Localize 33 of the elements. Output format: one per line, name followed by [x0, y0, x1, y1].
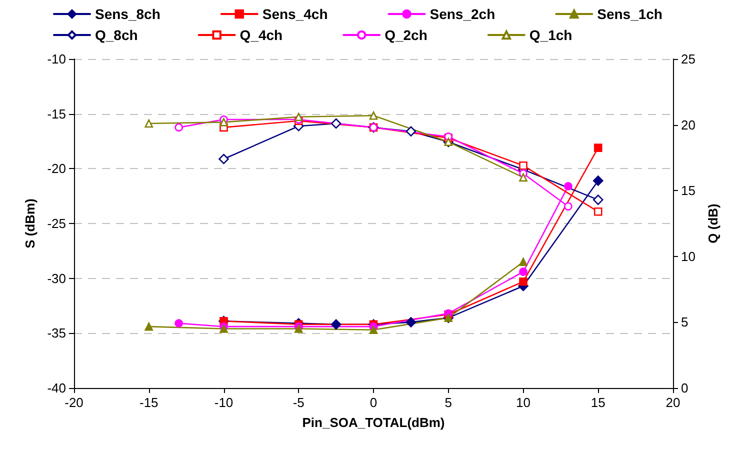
y2-tick-label: 5: [681, 314, 688, 330]
y-tick-label: -30: [47, 270, 66, 286]
x-tick-label: -15: [139, 395, 158, 410]
x-tick-label: 15: [590, 395, 606, 410]
x-axis-title: Pin_SOA_TOTAL(dBm): [302, 415, 445, 430]
legend-label: Sens_2ch: [430, 6, 496, 22]
legend-label: Q_1ch: [529, 27, 572, 43]
y-tick-label: -15: [47, 106, 66, 122]
y-tick-label: -20: [47, 161, 66, 176]
y-tick-label: -25: [47, 216, 66, 231]
x-tick-label: 10: [516, 395, 530, 410]
y2-tick-label: 25: [681, 52, 696, 66]
x-tick-label: 0: [370, 395, 378, 410]
x-tick-label: 20: [666, 395, 680, 410]
y2-axis-title: Q (dB): [705, 204, 720, 244]
x-tick-label: -10: [214, 395, 234, 410]
y-axis-title: S (dBm): [22, 198, 38, 248]
legend-label: Q_4ch: [240, 27, 283, 43]
y2-tick-label: 15: [681, 183, 696, 198]
legend-label: Q_2ch: [384, 27, 428, 43]
y2-tick-label: 20: [681, 117, 696, 132]
x-tick-label: 5: [444, 395, 452, 410]
legend-label: Sens_1ch: [597, 6, 662, 22]
legend-label: Sens_8ch: [95, 6, 160, 22]
y-tick-label: -10: [47, 52, 66, 66]
y-tick-label: -40: [47, 380, 66, 396]
legend-label: Q_8ch: [95, 27, 138, 43]
legend-label: Sens_4ch: [262, 6, 328, 22]
x-tick-label: -5: [292, 395, 304, 410]
y2-tick-label: 10: [681, 248, 696, 264]
y-tick-label: -35: [47, 326, 66, 341]
x-tick-label: -20: [64, 395, 84, 410]
y2-tick-label: 0: [681, 380, 688, 396]
